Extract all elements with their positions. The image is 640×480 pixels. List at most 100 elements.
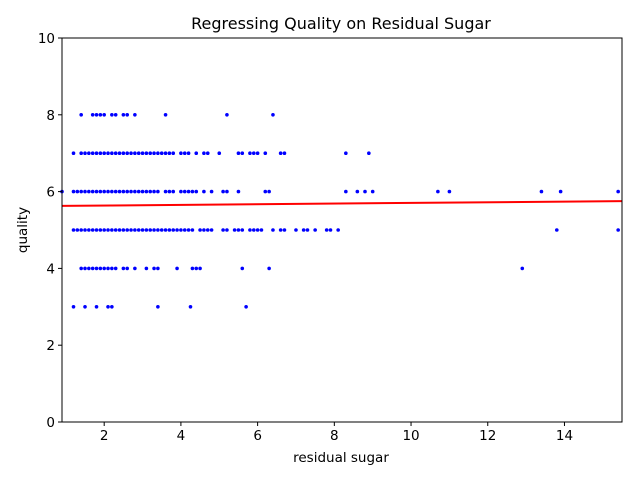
- data-point: [87, 266, 91, 271]
- data-point: [148, 189, 153, 194]
- data-point: [447, 189, 452, 194]
- data-point: [129, 151, 133, 155]
- data-point: [221, 189, 225, 194]
- data-point: [255, 151, 260, 155]
- x-tick-label: 10: [402, 428, 419, 444]
- data-point: [182, 189, 187, 194]
- data-point: [71, 228, 76, 232]
- data-point: [190, 228, 195, 232]
- data-point: [202, 228, 206, 232]
- data-point: [202, 151, 206, 155]
- data-point: [305, 228, 310, 232]
- data-point: [106, 189, 110, 194]
- data-point: [90, 151, 95, 155]
- data-point: [106, 228, 110, 232]
- data-point: [171, 228, 176, 232]
- data-point: [144, 151, 149, 155]
- data-point: [110, 266, 114, 271]
- data-point: [198, 266, 202, 271]
- data-point: [129, 228, 133, 232]
- data-point: [152, 266, 156, 271]
- data-point: [117, 151, 122, 155]
- data-point: [133, 189, 137, 194]
- data-point: [121, 113, 126, 117]
- data-point: [79, 151, 83, 155]
- data-point: [171, 151, 176, 155]
- data-point: [148, 151, 153, 155]
- data-point: [167, 189, 172, 194]
- data-point: [278, 228, 283, 232]
- data-point: [263, 189, 268, 194]
- data-point: [188, 305, 193, 309]
- data-point: [98, 228, 103, 232]
- data-point: [616, 189, 620, 194]
- y-axis-ticks: 0 2 4 6 8 10: [38, 31, 62, 431]
- x-tick-label: 4: [177, 428, 186, 444]
- data-point: [136, 228, 141, 232]
- data-point: [163, 228, 168, 232]
- data-point: [554, 228, 559, 232]
- chart-title: Regressing Quality on Residual Sugar: [191, 14, 491, 33]
- data-point: [186, 189, 191, 194]
- data-point: [244, 305, 248, 309]
- data-point: [98, 151, 103, 155]
- data-point: [133, 151, 137, 155]
- data-point: [182, 228, 187, 232]
- data-point: [370, 189, 375, 194]
- x-axis-ticks: 2 4 6 8 10 12 14: [100, 422, 573, 444]
- data-point: [156, 266, 160, 271]
- data-point: [167, 151, 172, 155]
- data-point: [133, 113, 137, 117]
- data-point: [144, 228, 149, 232]
- data-point: [83, 151, 87, 155]
- data-point: [186, 151, 191, 155]
- data-point: [110, 189, 114, 194]
- data-point: [98, 113, 103, 117]
- data-point: [71, 189, 76, 194]
- data-point: [152, 151, 156, 155]
- data-point: [205, 228, 210, 232]
- data-point: [263, 151, 268, 155]
- data-point: [152, 228, 156, 232]
- data-point: [110, 113, 114, 117]
- data-point: [94, 189, 99, 194]
- data-point: [106, 305, 110, 309]
- data-point: [83, 305, 87, 309]
- data-point: [79, 189, 83, 194]
- data-point: [125, 113, 130, 117]
- data-point: [301, 228, 306, 232]
- x-tick-label: 8: [330, 428, 339, 444]
- data-point: [87, 151, 91, 155]
- y-tick-label: 10: [38, 31, 55, 47]
- y-tick-label: 6: [46, 185, 55, 201]
- data-point: [186, 228, 191, 232]
- data-point: [156, 228, 160, 232]
- data-point: [102, 189, 106, 194]
- data-point: [313, 228, 317, 232]
- data-point: [156, 151, 160, 155]
- data-point: [144, 266, 149, 271]
- data-point: [110, 305, 114, 309]
- plot-frame: [61, 37, 623, 423]
- data-point: [98, 266, 103, 271]
- data-point: [90, 113, 95, 117]
- data-point: [110, 151, 114, 155]
- y-tick-label: 2: [46, 338, 55, 354]
- data-point: [344, 151, 348, 155]
- data-point: [194, 151, 199, 155]
- data-point: [106, 266, 110, 271]
- data-point: [83, 228, 87, 232]
- data-point: [113, 113, 118, 117]
- data-point: [205, 151, 210, 155]
- data-point: [94, 151, 99, 155]
- data-point: [251, 228, 256, 232]
- data-point: [102, 151, 106, 155]
- y-tick-label: 4: [46, 261, 55, 277]
- data-point: [240, 151, 245, 155]
- data-point: [278, 151, 283, 155]
- data-point: [194, 189, 199, 194]
- x-tick-label: 12: [479, 428, 496, 444]
- data-point: [152, 189, 156, 194]
- data-point: [179, 228, 183, 232]
- data-point: [75, 228, 80, 232]
